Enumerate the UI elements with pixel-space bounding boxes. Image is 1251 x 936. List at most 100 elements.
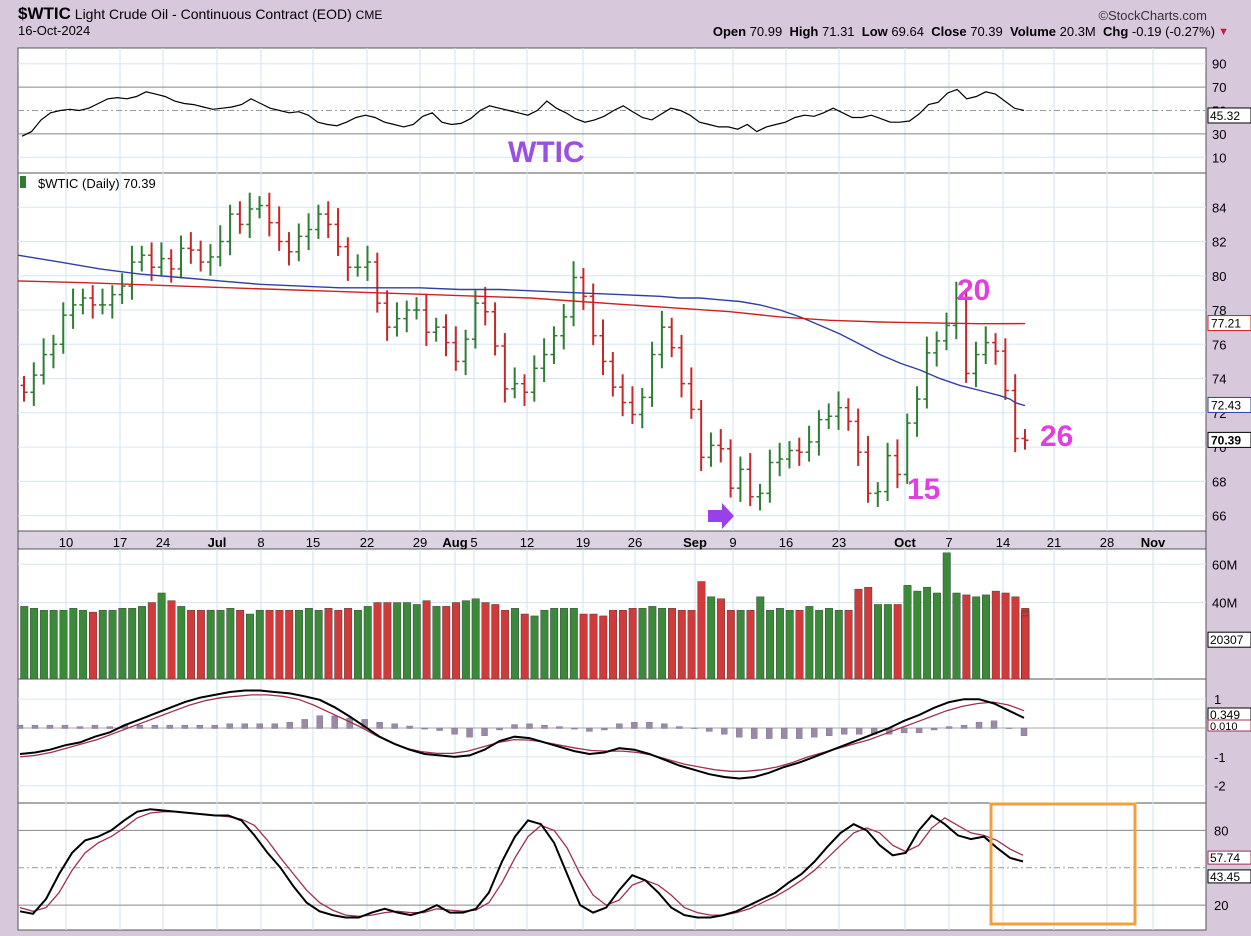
close-value-label: 70.39 <box>1211 433 1241 447</box>
volume-bar <box>393 602 402 680</box>
cycle-label-20: 20 <box>957 274 990 307</box>
macd-hist-bar <box>736 727 743 738</box>
volume-bar <box>1001 592 1010 680</box>
volume-bar <box>952 592 961 680</box>
date-tick-label: 17 <box>113 535 127 550</box>
macd-hist-bar <box>61 724 69 729</box>
quote-summary: Open 70.99 High 71.31 Low 69.64 Close 70… <box>713 24 1215 39</box>
volume-bar <box>373 602 382 680</box>
low-label: Low <box>861 24 888 39</box>
sto-d-box <box>1207 850 1251 865</box>
date-tick-label: 12 <box>520 535 534 550</box>
volume-bar <box>668 608 676 680</box>
macd-hist-bar <box>511 724 518 729</box>
volume-bar <box>177 606 186 680</box>
sto-k-box <box>1207 869 1251 884</box>
volume-bar <box>324 608 333 680</box>
macd-hist-bar <box>840 727 848 735</box>
instrument-name: Light Crude Oil - Continuous Contract (E… <box>74 6 352 22</box>
macd-signal-line <box>19 694 1025 772</box>
sto-tick-label: 80 <box>1214 823 1228 838</box>
volume-bar <box>932 592 941 680</box>
volume-tick-label: 60M <box>1212 557 1237 572</box>
volume-bar <box>501 609 510 680</box>
macd-hist-bar <box>691 727 698 729</box>
macd-hist-bar <box>1020 727 1028 736</box>
chart-date: 16-Oct-2024 <box>18 23 91 38</box>
volume-bar <box>923 587 932 680</box>
macd-hist-bar <box>211 724 219 729</box>
macd-hist-bar <box>975 722 983 729</box>
date-tick-label: 8 <box>257 535 264 550</box>
macd-hist-bar <box>91 724 99 729</box>
macd-hist-bar <box>421 727 428 730</box>
volume-bar <box>825 608 833 680</box>
date-tick-label: 9 <box>729 535 736 550</box>
volume-bar <box>658 608 667 680</box>
rsi-value-box <box>1207 107 1251 124</box>
volume-bar <box>1021 615 1030 680</box>
price-tick-label: 80 <box>1212 269 1226 284</box>
volume-bar <box>707 596 716 680</box>
volume-bar <box>216 609 225 680</box>
volume-bar <box>314 609 323 680</box>
volume-bar <box>59 609 68 680</box>
macd-hist-bar <box>616 723 623 729</box>
volume-bar <box>510 608 519 680</box>
volume-bar <box>766 609 775 680</box>
volume-bar <box>187 609 196 680</box>
date-tick-label: 23 <box>832 535 846 550</box>
volume-bar <box>403 602 411 680</box>
date-tick-label: Aug <box>442 535 467 550</box>
volume-bar <box>648 606 657 680</box>
volume-label: Volume <box>1010 24 1056 39</box>
macd-hist-bar <box>676 726 683 729</box>
volume-bar <box>98 609 107 680</box>
date-tick-label: 28 <box>1100 535 1114 550</box>
macd-hist-bar <box>571 727 578 730</box>
volume-bar <box>844 609 853 680</box>
volume-bar <box>255 609 264 680</box>
macd-line <box>19 689 1025 780</box>
exchange-label: CME <box>355 8 383 22</box>
volume-bar <box>69 608 78 680</box>
macd-signal-label: 0.010 <box>1210 721 1238 733</box>
macd-hist-bar <box>136 724 144 729</box>
macd-hist-bar <box>451 727 458 735</box>
volume-bar <box>20 606 29 680</box>
volume-bar <box>432 606 441 680</box>
macd-hist-bar <box>391 723 398 729</box>
volume-bar <box>609 609 618 680</box>
volume-bar <box>275 609 284 680</box>
macd-hist-bar <box>766 727 773 739</box>
macd-hist-bar <box>945 726 953 729</box>
volume-bar <box>874 604 882 680</box>
volume-bar <box>628 608 637 680</box>
ma200-value-label: 77.21 <box>1211 317 1241 331</box>
volume-bar <box>540 609 549 680</box>
arrow-right-icon <box>708 503 734 529</box>
volume-bar <box>972 596 981 680</box>
volume-bar <box>30 608 39 680</box>
highlight-box <box>989 802 1137 926</box>
volume-bar <box>147 602 156 680</box>
symbol-label: $WTIC <box>18 4 71 23</box>
macd-hist-bar <box>76 726 84 729</box>
macd-tick-label: -2 <box>1214 779 1226 794</box>
macd-hist-bar <box>751 727 758 739</box>
volume-bar <box>805 606 814 680</box>
volume-bar <box>569 608 578 680</box>
macd-hist-bar <box>151 724 159 729</box>
volume-bar <box>579 613 588 680</box>
sto-k-label: 43.45 <box>1210 870 1240 884</box>
volume-bar <box>334 609 343 680</box>
volume-bar <box>226 608 235 680</box>
sto-k-line <box>19 808 1024 919</box>
macd-hist-bar <box>855 727 863 735</box>
macd-hist-bar <box>915 727 923 734</box>
date-tick-label: 16 <box>779 535 793 550</box>
date-tick-label: 7 <box>945 535 952 550</box>
macd-hist-bar <box>556 726 563 729</box>
ma200-line <box>17 280 1026 325</box>
macd-hist-bar <box>526 723 533 729</box>
